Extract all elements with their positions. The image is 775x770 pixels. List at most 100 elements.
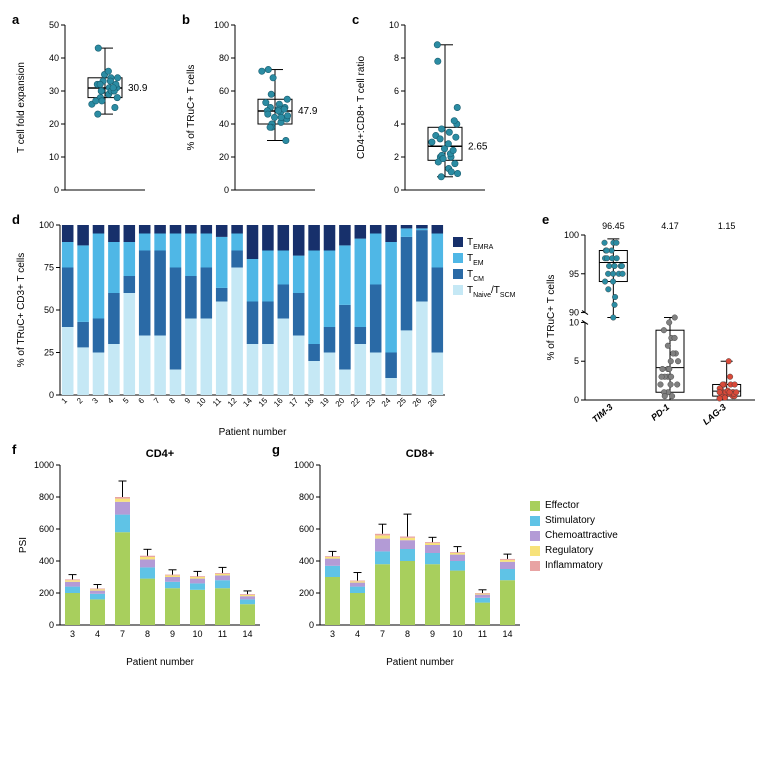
svg-text:0: 0 <box>574 395 579 405</box>
svg-text:25: 25 <box>44 348 54 358</box>
panel-b: b 020406080100% of TRuC+ T cells47.9 <box>180 10 350 210</box>
svg-text:CD4+: CD4+ <box>146 448 174 460</box>
legend-text: Inflammatory <box>545 560 603 571</box>
svg-text:% of TRuC+ T cells: % of TRuC+ T cells <box>186 65 197 151</box>
chart-a: 01020304050T cell fold expansion30.9 <box>10 10 180 210</box>
svg-text:8: 8 <box>394 53 399 63</box>
panel-d-label: d <box>12 212 20 227</box>
svg-text:7: 7 <box>380 629 385 639</box>
svg-text:TNaive/TSCM: TNaive/TSCM <box>467 285 516 299</box>
svg-text:7: 7 <box>152 396 162 406</box>
svg-text:75: 75 <box>44 263 54 273</box>
svg-text:2: 2 <box>75 396 85 406</box>
legend-swatch <box>530 501 540 511</box>
svg-text:30: 30 <box>49 86 59 96</box>
panel-c: c 0246810CD4+:CD8+ T cell ratio2.65 <box>350 10 520 210</box>
svg-text:% of TRuC+ T cells: % of TRuC+ T cells <box>546 275 557 361</box>
svg-text:Patient number: Patient number <box>219 427 287 438</box>
legend-swatch <box>530 531 540 541</box>
svg-text:5: 5 <box>574 356 579 366</box>
legend-swatch <box>530 561 540 571</box>
svg-text:0: 0 <box>224 185 229 195</box>
legend-text: Chemoattractive <box>545 530 618 541</box>
svg-text:4.17: 4.17 <box>661 221 679 231</box>
svg-text:400: 400 <box>39 556 54 566</box>
svg-text:T cell fold expansion: T cell fold expansion <box>16 62 27 153</box>
psi-legend: Effector Stimulatory Chemoattractive Regula… <box>530 440 618 670</box>
svg-text:28: 28 <box>426 396 439 409</box>
svg-text:22: 22 <box>349 396 362 409</box>
svg-text:26: 26 <box>411 396 424 409</box>
svg-text:% of TRuC+ CD3+ T cells: % of TRuC+ CD3+ T cells <box>16 253 27 368</box>
legend-text: Stimulatory <box>545 515 595 526</box>
svg-text:47.9: 47.9 <box>298 106 318 117</box>
panel-d: d 0255075100% of TRuC+ CD3+ T cells12345… <box>10 210 540 440</box>
svg-text:800: 800 <box>39 492 54 502</box>
legend-text: Effector <box>545 500 579 511</box>
chart-e: 05109095100% of TRuC+ T cells96.45TIM-34… <box>540 210 765 440</box>
svg-text:16: 16 <box>272 396 285 409</box>
svg-text:4: 4 <box>394 119 399 129</box>
row-abc: a 01020304050T cell fold expansion30.9 b… <box>10 10 775 210</box>
legend-text: Regulatory <box>545 545 593 556</box>
svg-text:PD-1: PD-1 <box>649 402 671 423</box>
svg-text:11: 11 <box>211 396 224 409</box>
svg-text:9: 9 <box>183 396 193 406</box>
svg-text:TEMRA: TEMRA <box>467 237 494 251</box>
svg-text:8: 8 <box>405 629 410 639</box>
svg-text:10: 10 <box>49 152 59 162</box>
svg-text:600: 600 <box>39 524 54 534</box>
svg-text:17: 17 <box>287 396 300 409</box>
svg-text:90: 90 <box>569 308 579 318</box>
row-de: d 0255075100% of TRuC+ CD3+ T cells12345… <box>10 210 775 440</box>
svg-text:1000: 1000 <box>294 460 314 470</box>
svg-text:18: 18 <box>303 396 316 409</box>
svg-text:23: 23 <box>364 396 377 409</box>
svg-text:3: 3 <box>330 629 335 639</box>
svg-text:20: 20 <box>334 396 347 409</box>
panel-a-label: a <box>12 12 19 27</box>
svg-text:1000: 1000 <box>34 460 54 470</box>
legend-item: Stimulatory <box>530 515 618 526</box>
svg-text:800: 800 <box>299 492 314 502</box>
svg-text:0: 0 <box>309 620 314 630</box>
svg-text:14: 14 <box>242 629 252 639</box>
svg-text:200: 200 <box>299 588 314 598</box>
svg-text:3: 3 <box>70 629 75 639</box>
svg-text:30.9: 30.9 <box>128 83 148 94</box>
svg-text:TEM: TEM <box>467 253 484 267</box>
svg-text:8: 8 <box>145 629 150 639</box>
svg-text:12: 12 <box>226 396 239 409</box>
chart-c: 0246810CD4+:CD8+ T cell ratio2.65 <box>350 10 520 210</box>
svg-text:200: 200 <box>39 588 54 598</box>
svg-text:Patient number: Patient number <box>126 657 194 668</box>
svg-text:25: 25 <box>395 396 408 409</box>
svg-text:LAG-3: LAG-3 <box>701 402 728 427</box>
chart-g: 02004006008001000CD8+34789101114Patient … <box>270 440 530 670</box>
svg-text:20: 20 <box>49 119 59 129</box>
svg-text:7: 7 <box>120 629 125 639</box>
svg-text:5: 5 <box>121 396 131 406</box>
svg-text:600: 600 <box>299 524 314 534</box>
svg-text:60: 60 <box>219 86 229 96</box>
svg-text:95: 95 <box>569 269 579 279</box>
svg-text:24: 24 <box>380 396 393 409</box>
svg-text:100: 100 <box>39 220 54 230</box>
legend-item: Regulatory <box>530 545 618 556</box>
panel-c-label: c <box>352 12 359 27</box>
svg-text:96.45: 96.45 <box>602 221 625 231</box>
row-fg: f 02004006008001000PSICD4+34789101114Pat… <box>10 440 775 670</box>
svg-text:2: 2 <box>394 152 399 162</box>
svg-text:4: 4 <box>106 396 116 406</box>
svg-text:10: 10 <box>192 629 202 639</box>
panel-b-label: b <box>182 12 190 27</box>
svg-text:11: 11 <box>478 629 487 639</box>
svg-text:100: 100 <box>214 20 229 30</box>
svg-text:8: 8 <box>167 396 177 406</box>
svg-text:6: 6 <box>394 86 399 96</box>
svg-text:19: 19 <box>318 396 331 409</box>
panel-g-label: g <box>272 442 280 457</box>
svg-text:10: 10 <box>389 20 399 30</box>
svg-text:9: 9 <box>170 629 175 639</box>
svg-text:TCM: TCM <box>467 269 484 283</box>
